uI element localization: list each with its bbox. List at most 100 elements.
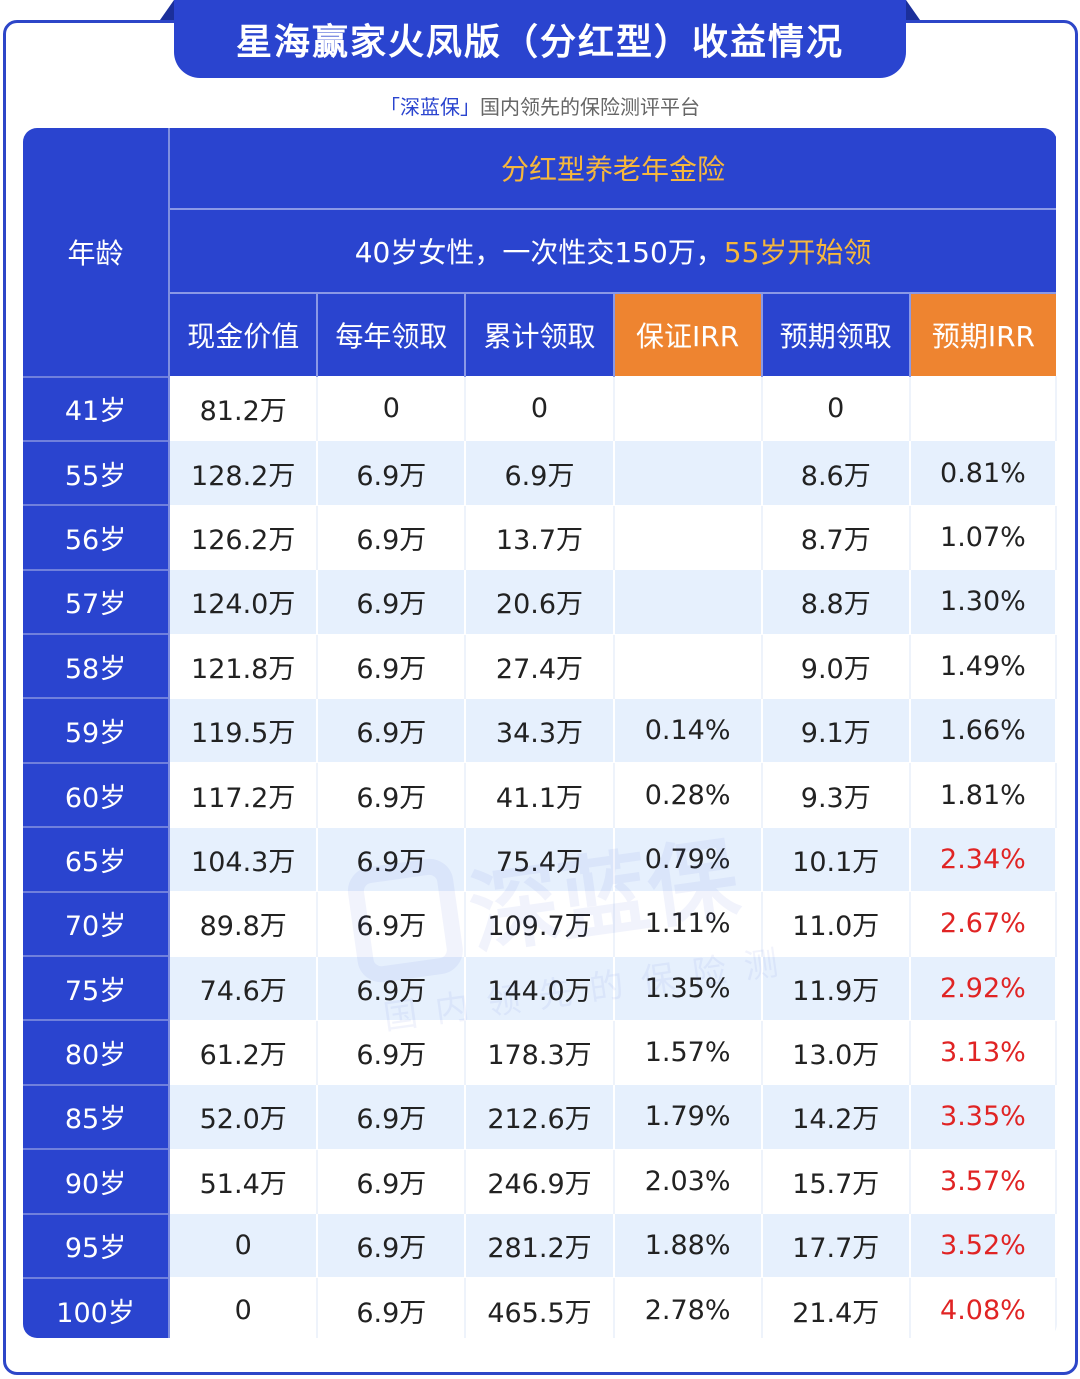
table-row: 55岁 128.2万 6.9万 6.9万 8.6万 0.81%: [23, 439, 1057, 506]
expected-irr-cell: 1.49%: [909, 633, 1057, 699]
guaranteed-irr-cell: [613, 504, 763, 570]
table-row: 57岁 124.0万 6.9万 20.6万 8.8万 1.30%: [23, 568, 1057, 635]
cash-value-cell: 117.2万: [169, 762, 319, 828]
cumulative-payout-cell: 281.2万: [465, 1213, 615, 1278]
plan-type-header: 分红型养老年金险: [169, 128, 1056, 210]
cumulative-payout-cell: 144.0万: [465, 955, 615, 1021]
cash-value-cell: 89.8万: [169, 891, 319, 957]
annual-payout-cell: 6.9万: [317, 955, 467, 1021]
expected-irr-cell: 3.35%: [909, 1084, 1057, 1150]
expected-payout-cell: 11.9万: [761, 955, 911, 1021]
annual-payout-cell: 6.9万: [317, 504, 467, 570]
age-cell: 75岁: [23, 955, 171, 1021]
cumulative-payout-cell: 246.9万: [465, 1148, 615, 1214]
annual-payout-cell: 6.9万: [317, 569, 467, 635]
guaranteed-irr-cell: 1.79%: [613, 1084, 763, 1150]
scenario-header: 40岁女性，一次性交150万，55岁开始领: [169, 209, 1056, 294]
cash-value-cell: 0: [169, 1277, 319, 1338]
expected-irr-cell: 4.08%: [909, 1277, 1057, 1338]
age-cell: 58岁: [23, 633, 171, 699]
age-cell: 55岁: [23, 439, 171, 506]
table-row: 75岁 74.6万 6.9万 144.0万 1.35% 11.9万 2.92%: [23, 955, 1057, 1021]
cash-value-cell: 128.2万: [169, 440, 319, 506]
age-cell: 90岁: [23, 1148, 171, 1214]
cash-value-cell: 0: [169, 1213, 319, 1278]
guaranteed-irr-cell: 0.14%: [613, 697, 763, 763]
column-header-expected-irr: 预期IRR: [909, 293, 1056, 377]
column-header-annual-payout: 每年领取: [317, 293, 467, 377]
subtitle-brand: 「深蓝保」: [380, 95, 480, 119]
annual-payout-cell: 0: [317, 375, 467, 441]
cash-value-cell: 119.5万: [169, 697, 319, 763]
cash-value-cell: 126.2万: [169, 504, 319, 570]
guaranteed-irr-cell: 1.88%: [613, 1213, 763, 1278]
subtitle-text: 国内领先的保险测评平台: [480, 95, 700, 119]
expected-payout-cell: 8.7万: [761, 504, 911, 570]
age-cell: 85岁: [23, 1083, 171, 1150]
table-row: 100岁 0 6.9万 465.5万 2.78% 21.4万 4.08%: [23, 1276, 1057, 1338]
age-cell: 80岁: [23, 1019, 171, 1085]
age-cell: 59岁: [23, 697, 171, 763]
expected-payout-cell: 9.3万: [761, 762, 911, 828]
table-row: 59岁 119.5万 6.9万 34.3万 0.14% 9.1万 1.66%: [23, 697, 1057, 763]
guaranteed-irr-cell: 1.11%: [613, 891, 763, 957]
expected-irr-cell: 2.92%: [909, 955, 1057, 1021]
cumulative-payout-cell: 34.3万: [465, 697, 615, 763]
expected-payout-cell: 0: [761, 375, 911, 441]
cumulative-payout-cell: 20.6万: [465, 569, 615, 635]
age-cell: 65岁: [23, 826, 171, 892]
age-cell: 56岁: [23, 504, 171, 570]
guaranteed-irr-cell: [613, 633, 763, 699]
cumulative-payout-cell: 41.1万: [465, 762, 615, 828]
expected-payout-cell: 11.0万: [761, 891, 911, 957]
age-cell: 70岁: [23, 890, 171, 957]
expected-payout-cell: 9.0万: [761, 633, 911, 699]
column-header-expected-payout: 预期领取: [761, 293, 911, 377]
guaranteed-irr-cell: 0.79%: [613, 826, 763, 892]
expected-irr-cell: 1.66%: [909, 697, 1057, 763]
cumulative-payout-cell: 465.5万: [465, 1277, 615, 1338]
age-cell: 57岁: [23, 568, 171, 635]
subtitle: 「深蓝保」国内领先的保险测评平台: [0, 91, 1080, 120]
expected-payout-cell: 10.1万: [761, 826, 911, 892]
cumulative-payout-cell: 6.9万: [465, 440, 615, 506]
page-title: 星海赢家火凤版（分红型）收益情况: [174, 0, 906, 78]
cumulative-payout-cell: 178.3万: [465, 1019, 615, 1085]
guaranteed-irr-cell: 1.57%: [613, 1019, 763, 1085]
column-header-guaranteed-irr: 保证IRR: [613, 293, 763, 377]
guaranteed-irr-cell: 2.78%: [613, 1277, 763, 1338]
annual-payout-cell: 6.9万: [317, 1213, 467, 1278]
table-row: 56岁 126.2万 6.9万 13.7万 8.7万 1.07%: [23, 504, 1057, 570]
cash-value-cell: 61.2万: [169, 1019, 319, 1085]
expected-irr-cell: 0.81%: [909, 440, 1057, 506]
age-header: 年龄: [23, 128, 171, 377]
table-row: 58岁 121.8万 6.9万 27.4万 9.0万 1.49%: [23, 633, 1057, 699]
annual-payout-cell: 6.9万: [317, 1277, 467, 1338]
cumulative-payout-cell: 0: [465, 375, 615, 441]
guaranteed-irr-cell: [613, 569, 763, 635]
cumulative-payout-cell: 13.7万: [465, 504, 615, 570]
table-row: 80岁 61.2万 6.9万 178.3万 1.57% 13.0万 3.13%: [23, 1019, 1057, 1085]
guaranteed-irr-cell: 2.03%: [613, 1148, 763, 1214]
expected-irr-cell: [909, 375, 1057, 441]
expected-irr-cell: 1.07%: [909, 504, 1057, 570]
expected-payout-cell: 8.8万: [761, 569, 911, 635]
table-body: 41岁 81.2万 0 0 0 55岁 128.2万 6.9万 6.9万 8.6万 0.81% 56岁…: [23, 375, 1057, 1338]
cumulative-payout-cell: 75.4万: [465, 826, 615, 892]
guaranteed-irr-cell: [613, 440, 763, 506]
annual-payout-cell: 6.9万: [317, 891, 467, 957]
cash-value-cell: 74.6万: [169, 955, 319, 1021]
annual-payout-cell: 6.9万: [317, 826, 467, 892]
cash-value-cell: 121.8万: [169, 633, 319, 699]
table-row: 60岁 117.2万 6.9万 41.1万 0.28% 9.3万 1.81%: [23, 761, 1057, 828]
age-cell: 100岁: [23, 1276, 171, 1338]
annual-payout-cell: 6.9万: [317, 1019, 467, 1085]
expected-irr-cell: 1.30%: [909, 569, 1057, 635]
expected-irr-cell: 3.57%: [909, 1148, 1057, 1214]
expected-irr-cell: 2.34%: [909, 826, 1057, 892]
age-cell: 41岁: [23, 375, 171, 441]
guaranteed-irr-cell: [613, 375, 763, 441]
expected-payout-cell: 13.0万: [761, 1019, 911, 1085]
expected-payout-cell: 17.7万: [761, 1213, 911, 1278]
cumulative-payout-cell: 27.4万: [465, 633, 615, 699]
